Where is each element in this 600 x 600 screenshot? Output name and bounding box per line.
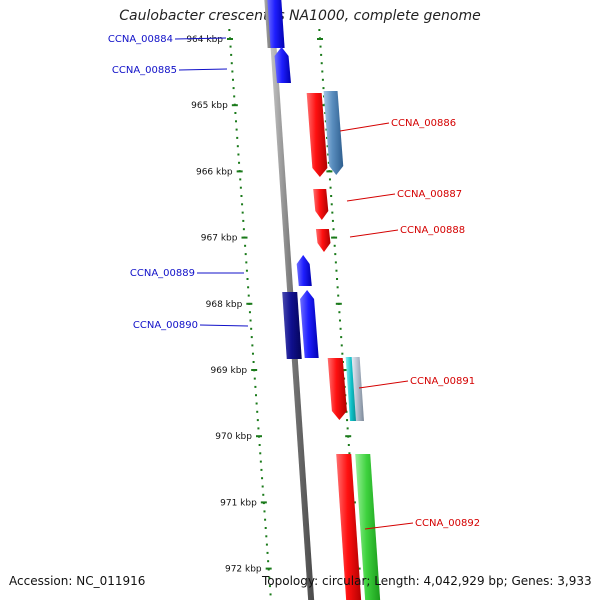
accession-text: Accession: NC_011916	[9, 574, 146, 588]
gene-label-ccna-00889[interactable]: CCNA_00889	[130, 268, 244, 279]
ruler-tick-label: 969 kbp	[210, 366, 247, 376]
gene-feature-ccna-00892[interactable]	[336, 454, 381, 600]
gene-label-text[interactable]: CCNA_00887	[397, 189, 462, 200]
gene-arrow[interactable]	[296, 255, 312, 286]
gene-label-text[interactable]: CCNA_00890	[133, 320, 198, 331]
gene-label-ccna-00887[interactable]: CCNA_00887	[346, 189, 462, 202]
gene-arrow[interactable]	[336, 454, 362, 600]
gene-label-ccna-00884[interactable]: CCNA_00884	[108, 34, 227, 45]
ruler-tick: 966 kbp	[196, 167, 333, 177]
ruler-tick: 965 kbp	[191, 101, 328, 111]
ruler-tick-label: 965 kbp	[191, 101, 228, 111]
gene-feature-ccna-00891[interactable]	[327, 357, 364, 421]
ruler-tick: 970 kbp	[215, 432, 352, 442]
gene-feature-ccna-00884[interactable]	[264, 0, 285, 48]
gene-feature-ccna-00887[interactable]	[313, 189, 329, 220]
gene-label-text[interactable]: CCNA_00892	[415, 518, 480, 529]
label-leader-line	[199, 324, 249, 327]
ruler-tick-label: 966 kbp	[196, 167, 233, 177]
gene-feature-ccna-00890[interactable]	[282, 290, 319, 359]
gene-label-ccna-00888[interactable]: CCNA_00888	[349, 225, 465, 238]
gene-feature-ccna-00888[interactable]	[315, 229, 331, 252]
ruler-tick: 964 kbp	[186, 35, 323, 45]
gene-feature-ccna-00889[interactable]	[296, 255, 312, 286]
gene-label-text[interactable]: CCNA_00891	[410, 376, 475, 387]
gene-arrow[interactable]	[282, 292, 302, 359]
gene-label-text[interactable]: CCNA_00888	[400, 225, 465, 236]
ruler-tick-label: 971 kbp	[220, 498, 257, 508]
gene-arrow[interactable]	[315, 229, 331, 252]
label-leader-line	[178, 68, 228, 71]
gene-label-ccna-00892[interactable]: CCNA_00892	[364, 518, 480, 530]
label-leader-line	[174, 37, 227, 40]
gene-label-text[interactable]: CCNA_00885	[112, 65, 177, 76]
gene-arrow[interactable]	[267, 0, 285, 48]
gene-arrow[interactable]	[306, 93, 328, 177]
gene-arrow[interactable]	[345, 357, 357, 421]
gene-label-ccna-00886[interactable]: CCNA_00886	[339, 118, 456, 132]
gene-arrow[interactable]	[300, 290, 319, 358]
ruler-tick: 967 kbp	[201, 234, 338, 244]
gene-arrow[interactable]	[355, 454, 381, 600]
ruler-tick: 971 kbp	[220, 498, 356, 508]
gene-arrow[interactable]	[351, 357, 364, 421]
gene-arrow[interactable]	[323, 91, 344, 175]
ruler-tick-label: 967 kbp	[201, 234, 238, 244]
ruler-tick: 968 kbp	[206, 300, 342, 310]
ruler-tick-label: 968 kbp	[206, 300, 243, 310]
gene-label-ccna-00885[interactable]: CCNA_00885	[112, 65, 228, 76]
map-title: Caulobacter crescentus NA1000, complete …	[119, 8, 481, 24]
label-leader-line	[364, 522, 414, 530]
gene-arrow[interactable]	[327, 358, 347, 420]
gene-arrow[interactable]	[313, 189, 329, 220]
topology-summary-text: Topology: circular; Length: 4,042,929 bp…	[262, 574, 592, 588]
gene-feature-ccna-00885[interactable]	[274, 47, 291, 83]
ruler-tick: 969 kbp	[210, 366, 347, 376]
gene-arrow[interactable]	[274, 47, 291, 83]
ruler-tick-label: 964 kbp	[186, 35, 223, 45]
ruler-tick-label: 970 kbp	[215, 432, 252, 442]
label-leader-line	[349, 229, 399, 238]
gene-label-ccna-00890[interactable]: CCNA_00890	[133, 320, 249, 331]
gene-label-text[interactable]: CCNA_00886	[391, 118, 456, 129]
label-leader-line	[339, 122, 390, 132]
gene-label-text[interactable]: CCNA_00884	[108, 34, 173, 45]
label-leader-line	[358, 380, 409, 389]
gene-label-ccna-00891[interactable]: CCNA_00891	[358, 376, 475, 389]
label-leader-line	[346, 193, 396, 202]
gene-label-text[interactable]: CCNA_00889	[130, 268, 195, 279]
ruler-tick-label: 972 kbp	[225, 565, 262, 575]
gene-feature-ccna-00886[interactable]	[306, 91, 344, 177]
